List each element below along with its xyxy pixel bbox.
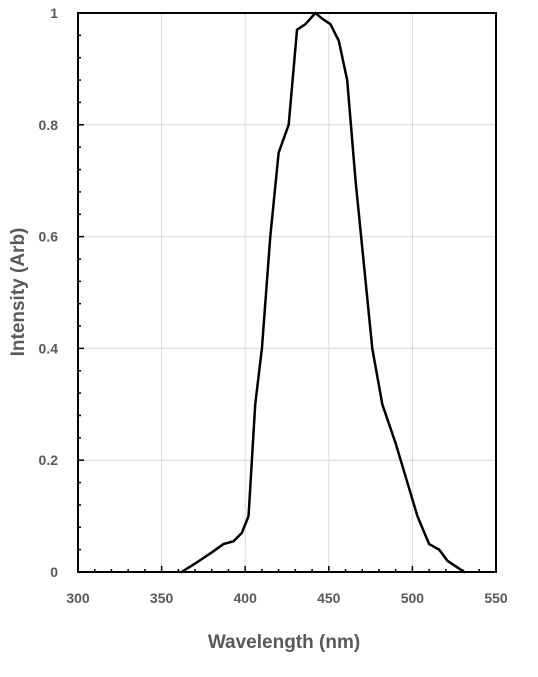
plot-border (77, 12, 497, 573)
y-axis-title: Intensity (Arb) (8, 228, 29, 357)
y-tick-label: 1 (50, 5, 58, 21)
y-tick-label: 0.8 (39, 117, 59, 133)
plot-frame (77, 12, 497, 573)
grid (78, 13, 496, 572)
x-tick-label: 500 (401, 590, 425, 606)
y-tick-label: 0.6 (39, 229, 59, 245)
x-tick-label: 350 (150, 590, 174, 606)
x-axis-title: Wavelength (nm) (208, 632, 360, 653)
series-line (180, 11, 466, 574)
x-tick-label: 300 (66, 590, 90, 606)
y-tick-label: 0.2 (39, 452, 59, 468)
y-tick-label: 0 (50, 564, 58, 580)
x-tick-label: 450 (317, 590, 341, 606)
x-tick-label: 550 (484, 590, 508, 606)
series-layer (180, 11, 466, 574)
x-axis-ticks: 300 350 400 450 500 550 (66, 566, 508, 606)
x-tick-label: 400 (234, 590, 258, 606)
y-tick-label: 0.4 (39, 340, 59, 356)
y-axis-ticks: 0 0.2 0.4 0.6 0.8 1 (39, 5, 84, 580)
